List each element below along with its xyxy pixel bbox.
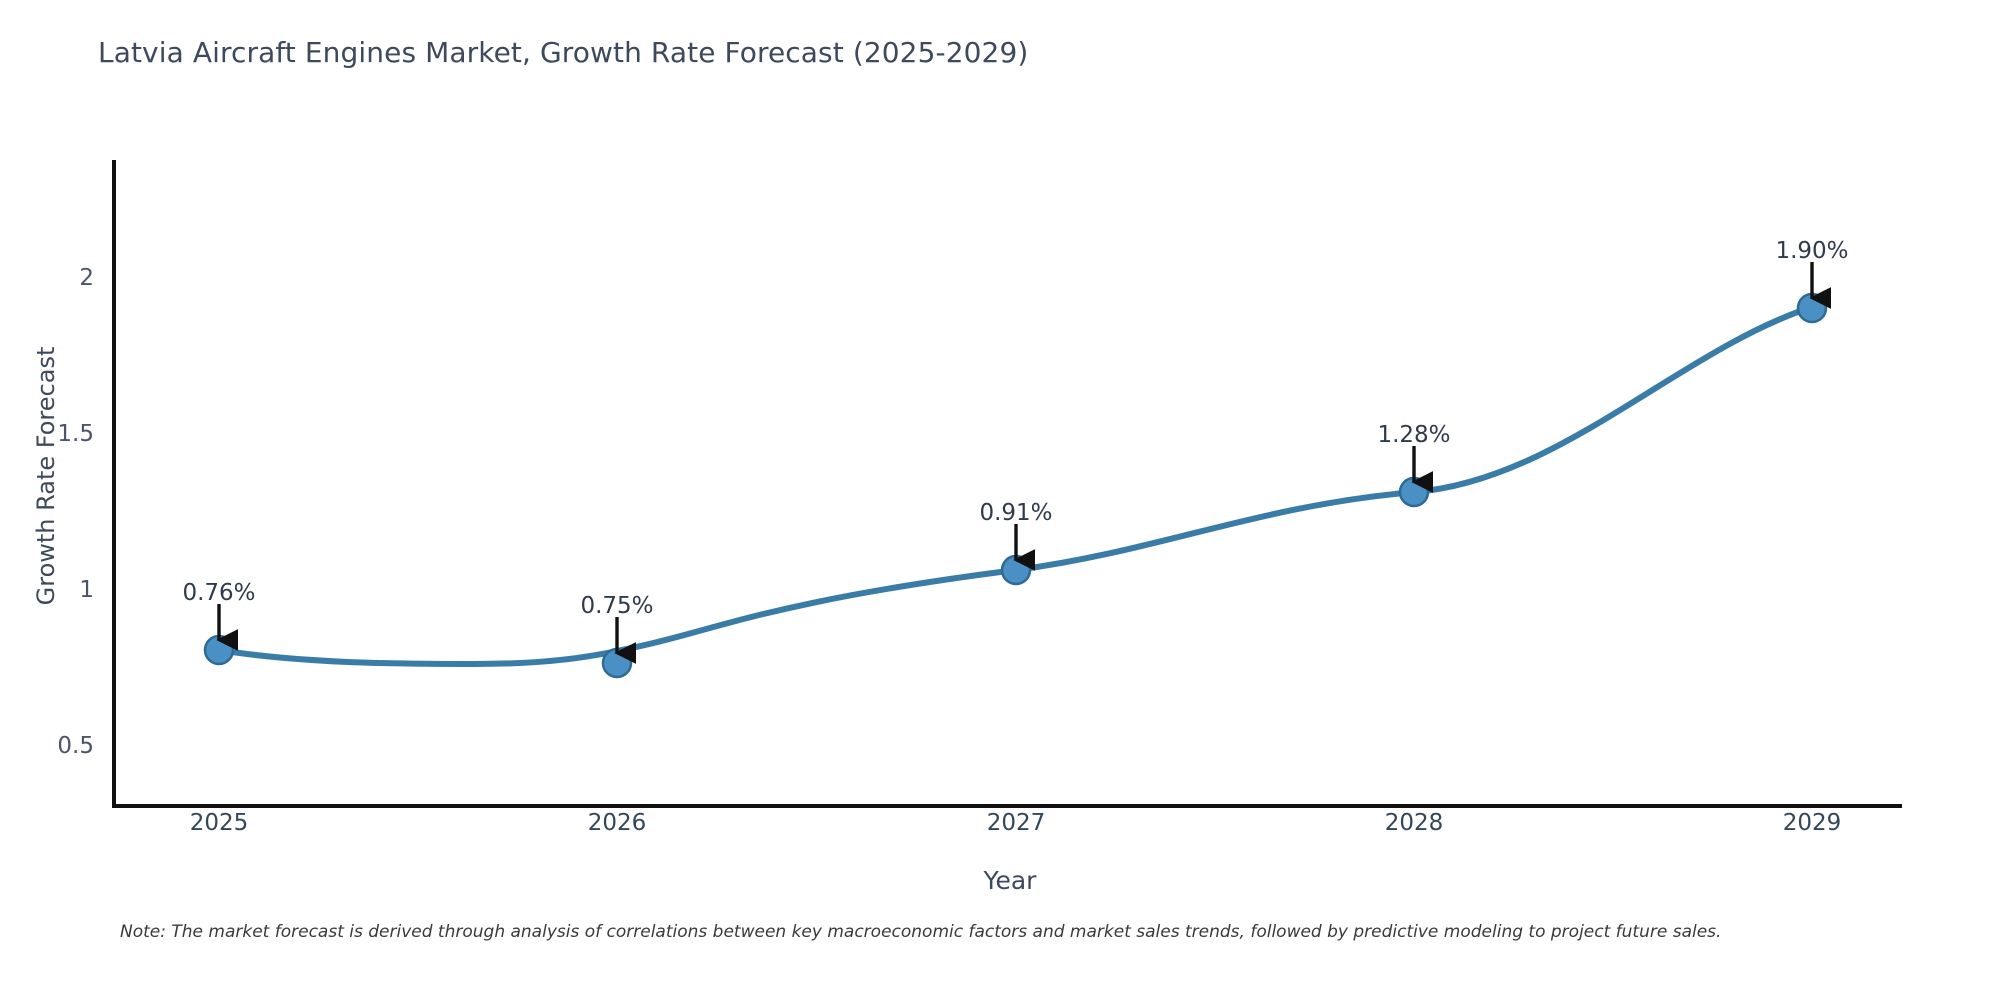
data-point-marker[interactable] [601, 647, 633, 679]
y-tick-label: 1 [79, 577, 94, 603]
data-point-label: 0.91% [979, 500, 1053, 526]
chart-footnote: Note: The market forecast is derived thr… [120, 922, 1722, 942]
data-point-label: 0.76% [182, 580, 256, 606]
data-point-marker[interactable] [203, 634, 235, 666]
x-tick-label: 2028 [1384, 810, 1444, 836]
data-point-label: 0.75% [580, 593, 654, 619]
data-point-marker[interactable] [1796, 292, 1828, 324]
data-line-series-1 [216, 304, 1815, 667]
x-axis-title-text: Year [983, 866, 1037, 895]
data-point-marker[interactable] [1000, 554, 1032, 586]
x-axis-title: Year [0, 866, 2000, 895]
data-point-label: 1.28% [1377, 422, 1451, 448]
data-point-label: 1.90% [1775, 238, 1849, 264]
x-tick-label: 2026 [587, 810, 647, 836]
data-point-marker[interactable] [1398, 476, 1430, 508]
y-tick-label: 0.5 [57, 733, 94, 759]
x-tick-label: 2025 [189, 810, 249, 836]
y-tick-label: 2 [79, 265, 94, 291]
page-title: Latvia Aircraft Engines Market, Growth R… [98, 36, 1029, 69]
x-tick-label: 2027 [986, 810, 1046, 836]
y-tick-label: 1.5 [57, 421, 94, 447]
x-tick-label: 2029 [1782, 810, 1842, 836]
